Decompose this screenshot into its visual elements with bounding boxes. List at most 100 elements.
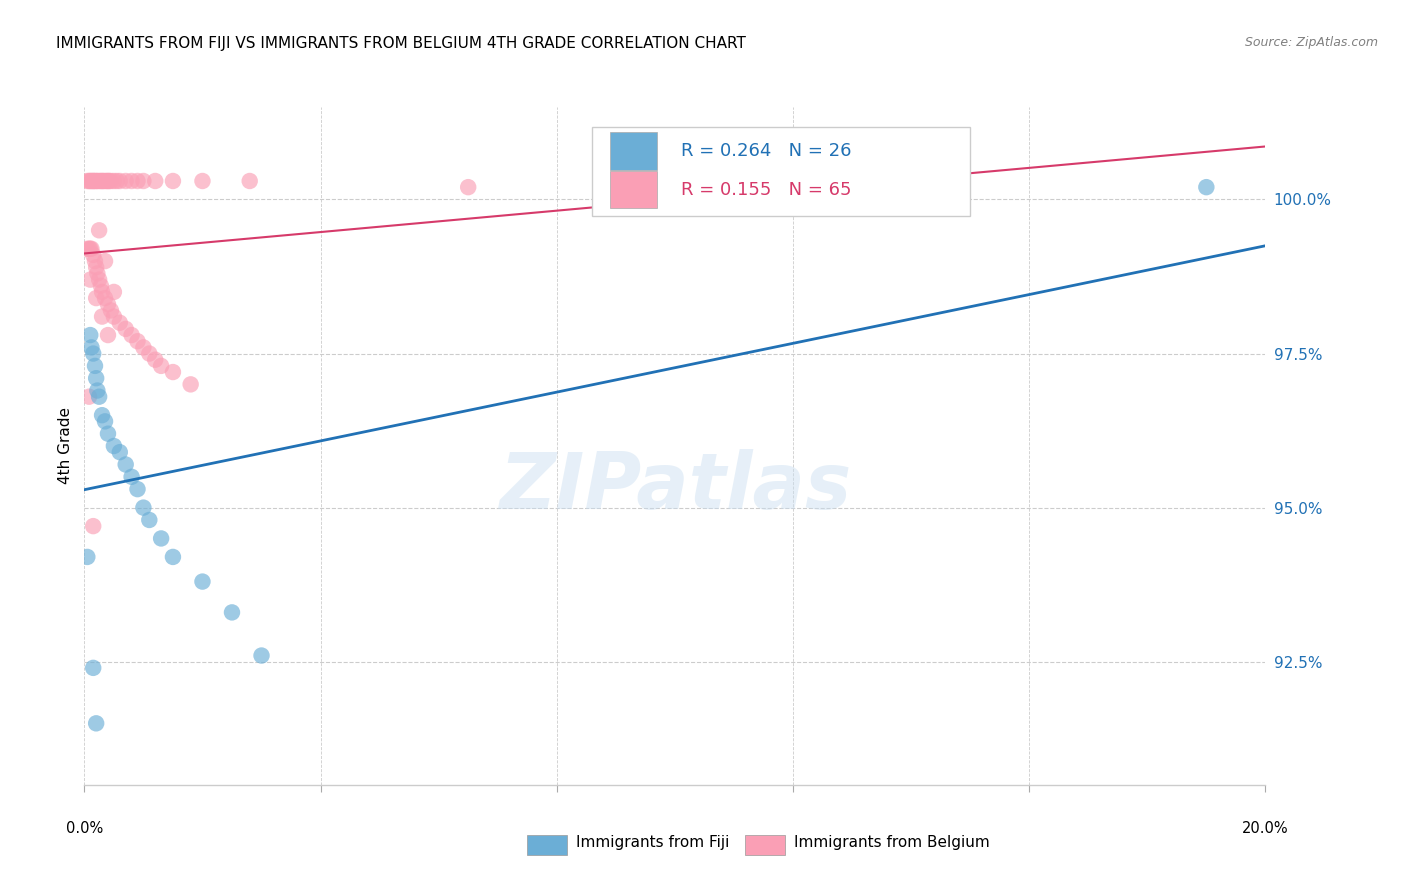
Point — [457, 180, 479, 194]
Point — [138, 346, 160, 360]
Point — [96, 174, 118, 188]
Point — [76, 174, 98, 188]
Y-axis label: 4th Grade: 4th Grade — [58, 408, 73, 484]
Point — [132, 340, 155, 354]
Point — [90, 278, 112, 293]
Point — [79, 272, 101, 286]
Point — [84, 174, 107, 188]
Point — [100, 174, 122, 188]
Point — [127, 482, 149, 496]
Point — [94, 414, 117, 428]
Point — [79, 174, 101, 188]
Point — [82, 661, 104, 675]
Point — [98, 174, 121, 188]
Point — [114, 174, 136, 188]
Point — [114, 322, 136, 336]
Point — [84, 359, 107, 373]
Point — [108, 445, 131, 459]
Point — [103, 285, 125, 299]
Point — [127, 334, 149, 349]
Point — [84, 260, 107, 275]
Point — [77, 174, 100, 188]
Point — [86, 267, 108, 281]
Point — [82, 346, 104, 360]
Point — [114, 458, 136, 472]
Point — [91, 174, 114, 188]
Point — [82, 248, 104, 262]
Point — [87, 272, 111, 286]
Point — [105, 174, 128, 188]
Point — [82, 519, 104, 533]
Point — [100, 303, 122, 318]
Text: 0.0%: 0.0% — [66, 821, 103, 836]
Point — [76, 242, 98, 256]
Point — [103, 310, 125, 324]
Point — [84, 254, 107, 268]
Point — [121, 174, 143, 188]
Point — [87, 223, 111, 237]
Point — [97, 328, 120, 343]
Point — [87, 174, 111, 188]
Point — [143, 352, 166, 367]
Point — [91, 174, 114, 188]
Point — [91, 285, 114, 299]
Point — [103, 439, 125, 453]
Point — [77, 390, 100, 404]
FancyBboxPatch shape — [610, 171, 657, 209]
Point — [108, 174, 131, 188]
Point — [80, 340, 103, 354]
FancyBboxPatch shape — [592, 128, 970, 216]
Text: IMMIGRANTS FROM FIJI VS IMMIGRANTS FROM BELGIUM 4TH GRADE CORRELATION CHART: IMMIGRANTS FROM FIJI VS IMMIGRANTS FROM … — [56, 36, 747, 51]
Point — [77, 242, 100, 256]
Point — [221, 606, 243, 620]
Point — [80, 174, 103, 188]
Point — [103, 174, 125, 188]
Point — [150, 359, 173, 373]
Point — [121, 328, 143, 343]
Point — [132, 174, 155, 188]
Point — [1195, 180, 1218, 194]
Point — [79, 328, 101, 343]
Text: Immigrants from Fiji: Immigrants from Fiji — [576, 836, 730, 850]
Point — [239, 174, 262, 188]
Point — [82, 174, 104, 188]
Point — [84, 371, 107, 385]
Text: Source: ZipAtlas.com: Source: ZipAtlas.com — [1244, 36, 1378, 49]
Point — [94, 254, 117, 268]
Point — [86, 174, 108, 188]
Point — [162, 365, 184, 379]
Point — [82, 174, 104, 188]
Point — [143, 174, 166, 188]
FancyBboxPatch shape — [610, 132, 657, 169]
Point — [634, 180, 657, 194]
Point — [86, 384, 108, 398]
Point — [150, 532, 173, 546]
Point — [84, 291, 107, 305]
Text: ZIPatlas: ZIPatlas — [499, 449, 851, 524]
Point — [121, 470, 143, 484]
Point — [97, 174, 120, 188]
Point — [87, 390, 111, 404]
Point — [132, 500, 155, 515]
Point — [80, 242, 103, 256]
Text: R = 0.264   N = 26: R = 0.264 N = 26 — [681, 142, 851, 160]
Point — [91, 408, 114, 422]
Point — [84, 174, 107, 188]
Point — [90, 174, 112, 188]
Point — [94, 291, 117, 305]
Point — [97, 297, 120, 311]
Point — [162, 174, 184, 188]
Point — [250, 648, 273, 663]
Point — [108, 316, 131, 330]
Point — [162, 549, 184, 564]
Point — [180, 377, 202, 392]
Point — [191, 574, 214, 589]
Point — [97, 426, 120, 441]
Point — [84, 716, 107, 731]
Point — [76, 549, 98, 564]
Point — [79, 242, 101, 256]
Point — [91, 310, 114, 324]
Text: Immigrants from Belgium: Immigrants from Belgium — [794, 836, 990, 850]
Point — [191, 174, 214, 188]
Point — [127, 174, 149, 188]
